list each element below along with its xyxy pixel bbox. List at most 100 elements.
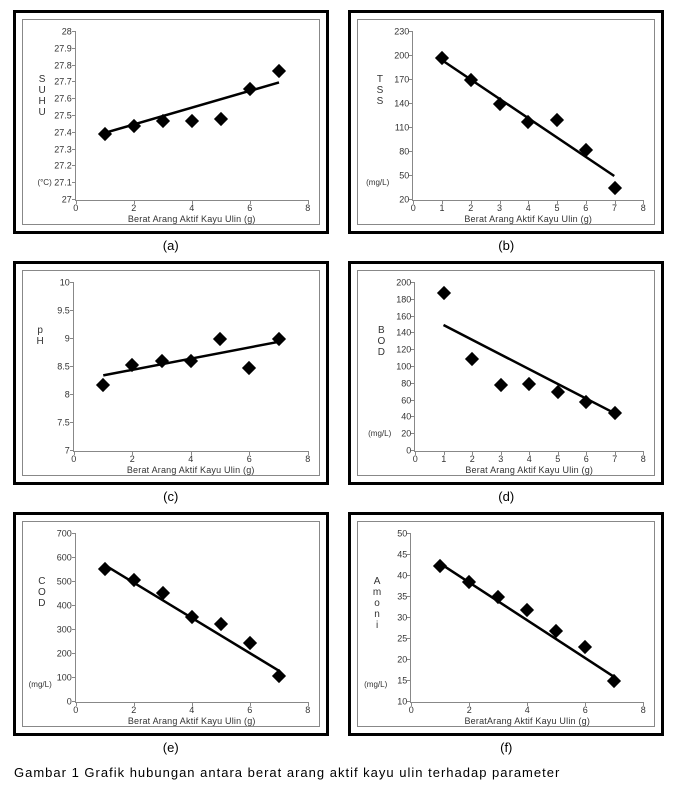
y-tick-label: 27.8: [54, 61, 76, 70]
y-tick-label: 110: [395, 124, 413, 133]
x-tick-mark: [76, 702, 77, 706]
y-tick-label: 230: [394, 28, 413, 37]
y-axis-unit: (mg/L): [364, 681, 387, 690]
x-tick-mark: [586, 451, 587, 455]
y-tick-label: 40: [401, 413, 415, 422]
x-axis-label: BeratArang Aktif Kayu Ulin (g): [411, 716, 643, 726]
x-tick-mark: [308, 200, 309, 204]
y-axis-label-char: S: [377, 85, 384, 96]
y-axis-label-char: A: [373, 576, 381, 587]
y-tick-label: 60: [401, 396, 415, 405]
y-tick-label: 27.4: [54, 128, 76, 137]
y-tick-label: 27.7: [54, 78, 76, 87]
x-tick-mark: [586, 200, 587, 204]
x-tick-mark: [413, 200, 414, 204]
x-tick-mark: [500, 200, 501, 204]
y-axis-label-char: S: [39, 74, 46, 85]
x-tick-mark: [411, 702, 412, 706]
y-axis-label-char: n: [373, 609, 381, 620]
plot-area: 020406080100120140160180200012345678Bera…: [414, 283, 643, 452]
y-tick-label: 35: [397, 593, 411, 602]
chart-inner: 010020030040050060070002468Berat Arang A…: [22, 521, 320, 727]
x-tick-mark: [529, 451, 530, 455]
y-tick-label: 27.6: [54, 95, 76, 104]
panel-f: 10152025303540455002468BeratArang Aktif …: [346, 512, 668, 755]
y-tick-label: 200: [396, 279, 415, 288]
y-axis-label-char: i: [373, 620, 381, 631]
y-axis-label-char: C: [38, 576, 46, 587]
y-axis-label: TSS: [377, 74, 384, 107]
y-axis-label-char: U: [39, 85, 46, 96]
x-tick-mark: [557, 200, 558, 204]
x-tick-mark: [615, 451, 616, 455]
x-tick-mark: [76, 200, 77, 204]
y-axis-unit: (mg/L): [29, 681, 52, 690]
x-tick-mark: [134, 200, 135, 204]
y-tick-label: 45: [397, 551, 411, 560]
y-tick-label: 27.2: [54, 162, 76, 171]
x-tick-mark: [472, 451, 473, 455]
y-tick-label: 80: [399, 148, 413, 157]
chart-grid: 2727.127.227.327.427.527.627.727.827.928…: [10, 10, 667, 755]
x-tick-mark: [191, 451, 192, 455]
chart-inner: 020406080100120140160180200012345678Bera…: [357, 270, 655, 476]
y-tick-label: 25: [397, 635, 411, 644]
y-tick-label: 200: [394, 52, 413, 61]
y-axis-label-char: p: [37, 325, 44, 336]
x-tick-mark: [308, 702, 309, 706]
y-tick-label: 8: [65, 391, 74, 400]
plot-area: 10152025303540455002468BeratArang Aktif …: [410, 534, 643, 703]
plot-area: 205080110140170200230012345678Berat Aran…: [412, 32, 643, 201]
y-tick-label: 9.5: [57, 307, 74, 316]
x-tick-mark: [444, 451, 445, 455]
y-tick-label: 160: [396, 312, 415, 321]
panel-sublabel: (b): [498, 238, 514, 253]
chart-inner: 205080110140170200230012345678Berat Aran…: [357, 19, 655, 225]
x-tick-mark: [615, 200, 616, 204]
y-tick-label: 100: [57, 674, 76, 683]
y-axis-label-char: O: [38, 587, 46, 598]
y-tick-label: 27.1: [54, 179, 76, 188]
x-tick-mark: [74, 451, 75, 455]
chart-inner: 2727.127.227.327.427.527.627.727.827.928…: [22, 19, 320, 225]
x-axis-label: Berat Arang Aktif Kayu Ulin (g): [413, 214, 643, 224]
x-axis-label: Berat Arang Aktif Kayu Ulin (g): [76, 214, 308, 224]
panel-sublabel: (f): [500, 740, 512, 755]
x-tick-mark: [469, 702, 470, 706]
plot-area: 010020030040050060070002468Berat Arang A…: [75, 534, 308, 703]
y-axis-label-char: S: [377, 96, 384, 107]
y-axis-unit: (mg/L): [368, 430, 391, 439]
y-axis-unit: (°C): [37, 179, 51, 188]
figure-caption: Gambar 1 Grafik hubungan antara berat ar…: [10, 765, 667, 780]
x-tick-mark: [249, 451, 250, 455]
x-tick-mark: [308, 451, 309, 455]
plot-area: 77.588.599.51002468Berat Arang Aktif Kay…: [73, 283, 308, 452]
y-tick-label: 400: [57, 602, 76, 611]
y-tick-label: 10: [60, 279, 74, 288]
panel-sublabel: (d): [498, 489, 514, 504]
y-tick-label: 80: [401, 379, 415, 388]
y-tick-label: 120: [396, 346, 415, 355]
x-tick-mark: [527, 702, 528, 706]
y-axis-label: BOD: [377, 325, 385, 358]
x-tick-mark: [132, 451, 133, 455]
x-tick-mark: [585, 702, 586, 706]
y-tick-label: 300: [57, 626, 76, 635]
chart-inner: 10152025303540455002468BeratArang Aktif …: [357, 521, 655, 727]
y-tick-label: 170: [394, 76, 413, 85]
x-tick-mark: [501, 451, 502, 455]
x-tick-mark: [192, 200, 193, 204]
y-tick-label: 28: [62, 28, 76, 37]
y-axis-label-char: T: [377, 74, 384, 85]
panel-d: 020406080100120140160180200012345678Bera…: [346, 261, 668, 504]
x-tick-mark: [558, 451, 559, 455]
x-tick-mark: [192, 702, 193, 706]
chart-frame: 77.588.599.51002468Berat Arang Aktif Kay…: [13, 261, 329, 485]
plot-area: 2727.127.227.327.427.527.627.727.827.928…: [75, 32, 308, 201]
y-tick-label: 100: [396, 363, 415, 372]
y-axis-label-char: D: [38, 598, 46, 609]
chart-frame: 2727.127.227.327.427.527.627.727.827.928…: [13, 10, 329, 234]
x-tick-mark: [528, 200, 529, 204]
y-tick-label: 20: [401, 430, 415, 439]
y-tick-label: 27.3: [54, 145, 76, 154]
